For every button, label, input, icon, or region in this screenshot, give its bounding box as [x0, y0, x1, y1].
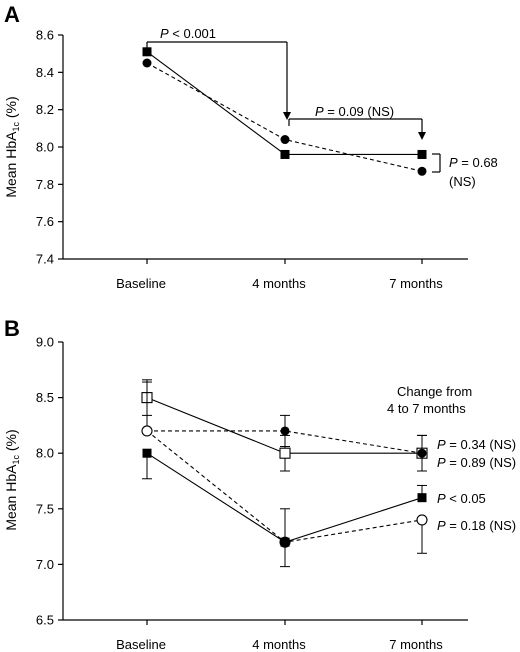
panel-a-p-009-bracket [288, 118, 426, 140]
panel-b-x-tick-label: 4 months [252, 637, 306, 652]
panel-a-point-filled-circle [417, 166, 427, 176]
panel-a-x-tick-label: Baseline [116, 276, 166, 291]
panel-b-legend-title-line1: Change from [397, 384, 472, 399]
panel-a-series [142, 47, 427, 176]
panel-a-point-filled-square [142, 47, 152, 57]
panel-b-point-open-square [279, 447, 291, 459]
panel-a-p-value-7m-between-groups: P = 0.68 [449, 155, 498, 170]
panel-b-y-tick-label: 7.5 [36, 501, 54, 516]
panel-b-p-value-filled-circle: P = 0.89 (NS) [437, 455, 516, 470]
panel-a-x-tick-label: 4 months [252, 276, 306, 291]
panel-b-p-value-filled-square: P < 0.05 [437, 491, 486, 506]
panel-a-p-value-baseline-4m: P < 0.001 [160, 26, 216, 41]
panel-b-y-axis-label: Mean HbA1c (%) [3, 429, 21, 530]
panel-b: B Mean HbA1c (%) 6.5 7.0 7.5 8.0 8.5 9.0 Basel… [3, 316, 516, 652]
panel-a-y-tick-label: 7.8 [36, 177, 54, 192]
panel-b-y-tick-label: 8.0 [36, 446, 54, 461]
panel-b-x-tick-label: 7 months [389, 637, 443, 652]
panel-b-point-filled-square [280, 537, 290, 547]
panel-a-p-001-bracket [146, 41, 291, 120]
panel-a-y-tick-label: 8.0 [36, 140, 54, 155]
panel-b-p-value-open-circle: P = 0.18 (NS) [437, 518, 516, 533]
panel-b-x-tick-label: Baseline [116, 637, 166, 652]
panel-a-y-tick-label: 8.4 [36, 65, 54, 80]
panel-b-point-filled-circle [280, 426, 290, 436]
panel-b-y-tick-label: 9.0 [36, 335, 54, 350]
panel-b-series-filled-circle-line [147, 430, 423, 454]
panel-a-letter: A [4, 2, 20, 27]
panel-a-point-filled-square [280, 149, 290, 159]
panel-a-ns-label: (NS) [449, 174, 476, 189]
panel-b-y-tick-label: 6.5 [36, 613, 54, 628]
panel-a-axes: 7.4 7.6 7.8 8.0 8.2 8.4 8.6 Baseline 4 months 7 m… [36, 28, 468, 291]
panel-a-x-tick-label: 7 months [389, 276, 443, 291]
panel-a-p-068-bracket [432, 153, 441, 173]
panel-a-point-filled-circle [280, 135, 290, 145]
panel-a: A Mean HbA1c (%) 7.4 7.6 7.8 8.0 8.2 8.4 8.6 Ba… [3, 2, 498, 291]
panel-b-y-tick-label: 8.5 [36, 390, 54, 405]
panel-b-point-filled-circle [417, 448, 427, 458]
panel-b-point-filled-square [142, 448, 152, 458]
panel-a-p-value-4m-7m: P = 0.09 (NS) [315, 104, 394, 119]
panel-b-point-filled-square [417, 493, 427, 503]
panel-a-y-tick-label: 8.6 [36, 28, 54, 43]
panel-a-y-axis-label: Mean HbA1c (%) [3, 96, 21, 197]
panel-a-y-tick-label: 7.6 [36, 214, 54, 229]
panel-b-letter: B [4, 316, 20, 341]
panel-b-y-tick-label: 7.0 [36, 557, 54, 572]
panel-a-y-tick-label: 8.2 [36, 102, 54, 117]
panel-a-point-filled-circle [142, 58, 152, 68]
panel-b-axes: 6.5 7.0 7.5 8.0 8.5 9.0 Baseline 4 months 7 mont… [36, 335, 468, 652]
panel-b-legend-title-line2: 4 to 7 months [387, 401, 466, 416]
panel-b-point-open-circle [141, 425, 153, 437]
panel-a-y-tick-label: 7.4 [36, 252, 54, 267]
panel-b-p-value-open-square: P = 0.34 (NS) [437, 437, 516, 452]
panel-b-series [141, 379, 428, 568]
panel-b-point-open-circle [416, 514, 428, 526]
panel-a-point-filled-square [417, 149, 427, 159]
